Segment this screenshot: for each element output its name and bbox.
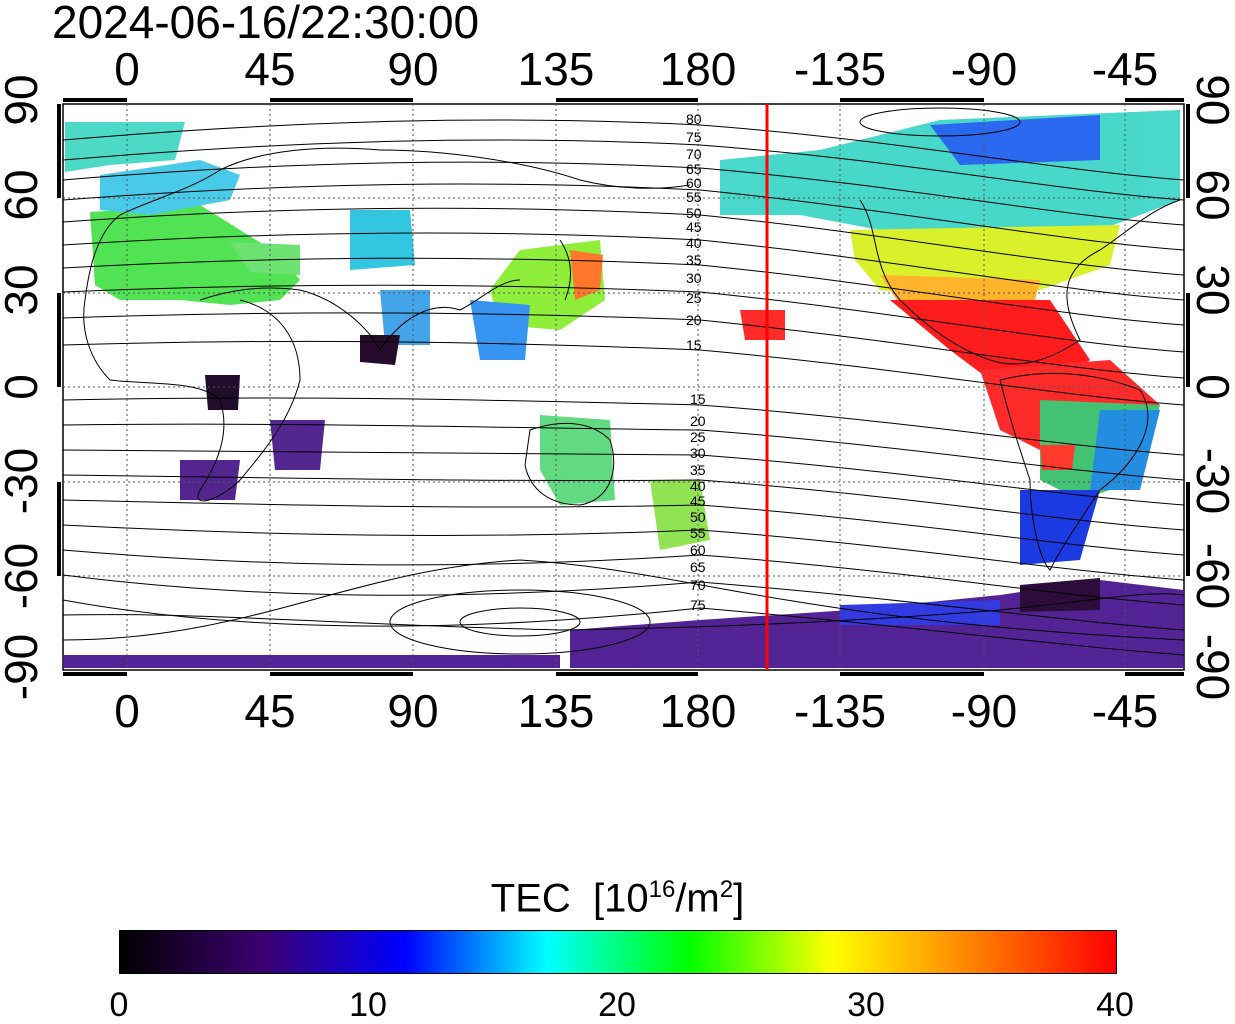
graticule [63,104,1184,670]
top-tick-label: -45 [1091,43,1159,95]
contour-label: 30 [686,270,702,286]
frame-ticks [57,98,1190,676]
contour-label: 75 [690,597,706,613]
bottom-tick-label: -90 [950,685,1018,737]
contour-label: 15 [690,391,706,407]
bottom-tick-label: 0 [114,685,140,737]
colorbar-title-text: TEC [490,876,571,921]
contour-label: 40 [686,235,702,251]
tec-patch-antarctic-dark [1020,578,1100,612]
contour-label: 20 [686,312,702,328]
top-tick-label: 45 [244,43,296,95]
colorbar-tick-label: 20 [598,986,636,1024]
tec-patch-india [380,290,430,345]
bottom-tick-label: 180 [659,685,737,737]
top-tick-label: 135 [517,43,595,95]
contour-label: 60 [690,542,706,558]
colorbar-tick-label: 0 [109,986,129,1024]
tec-patch-caspian [230,242,300,275]
tec-data-layer [63,110,1184,668]
colorbar-title: TEC [1016/m2] [0,868,1235,920]
tec-patch-pacific-red [740,310,785,340]
contour-label: 70 [686,146,702,162]
contour-label: 30 [690,445,706,461]
contour-label: 50 [686,205,702,221]
tec-patch-sa-red [1040,445,1075,470]
contour-label: 70 [690,577,706,593]
contour-label: 60 [686,175,702,191]
contour-label: 45 [686,219,702,235]
colorbar-tick-label: 40 [1096,986,1134,1024]
contour-label: 80 [686,111,702,127]
contour-label: 65 [686,161,702,177]
top-tick-label: 90 [387,43,439,95]
contour-label: 25 [690,429,706,445]
tec-patch-africa-south [180,460,240,500]
tec-patch-europe [90,205,300,305]
bottom-tick-label: 90 [387,685,439,737]
tec-patch-us-south [880,275,1040,305]
colorbar-tick-label: 10 [349,986,387,1024]
bottom-tick-label: 45 [244,685,296,737]
colorbar-unit-mid: /m [675,876,720,921]
tec-patch-nz [650,480,710,550]
contour-labels: 80 75 70 65 60 55 50 45 40 35 30 25 20 1… [686,111,706,613]
bottom-tick-label: 135 [517,685,595,737]
contour-label: 15 [686,337,702,353]
contour-label: 50 [690,509,706,525]
tec-patch-europe-north [100,160,240,215]
top-tick-label: -90 [950,43,1018,95]
tec-patch-sa-south [1020,490,1100,565]
tec-patch-africa-central [205,375,240,410]
contour-label: 40 [690,478,706,494]
colorbar-unit-prefix: [10 [593,876,649,921]
contour-label: 45 [690,493,706,509]
bottom-tick-label: -135 [793,685,887,737]
colorbar-unit-exponent: 16 [648,876,676,903]
tec-patch-antarctic-west [63,655,560,668]
contour-label: 55 [690,525,706,541]
top-tick-label: 180 [659,43,737,95]
bottom-tick-label: -45 [1091,685,1159,737]
tec-patch-africa-east [270,420,325,470]
top-tick-label: -135 [793,43,887,95]
contour-label: 20 [690,413,706,429]
contour-label: 55 [686,189,702,205]
colorbar-tick-label: 30 [847,986,885,1024]
coastlines [63,147,1184,631]
map-timestamp-title: 2024-06-16/22:30:00 [52,0,480,48]
contour-label: 75 [686,129,702,145]
colorbar-unit-exponent-2: 2 [719,876,734,903]
tec-patch-japan-orange [570,250,603,300]
tec-colorbar [119,930,1117,974]
tec-patch-canada-blue [930,115,1100,165]
contour-label: 35 [686,252,702,268]
top-tick-label: 0 [114,43,140,95]
tec-patch-philippines [470,300,530,360]
contour-label: 65 [690,559,706,575]
contour-label: 35 [690,462,706,478]
contour-label: 25 [686,290,702,306]
tec-patch-arctic-eu [65,122,185,172]
colorbar-unit-suffix: ] [733,876,745,921]
tec-patch-central-asia [350,210,415,270]
